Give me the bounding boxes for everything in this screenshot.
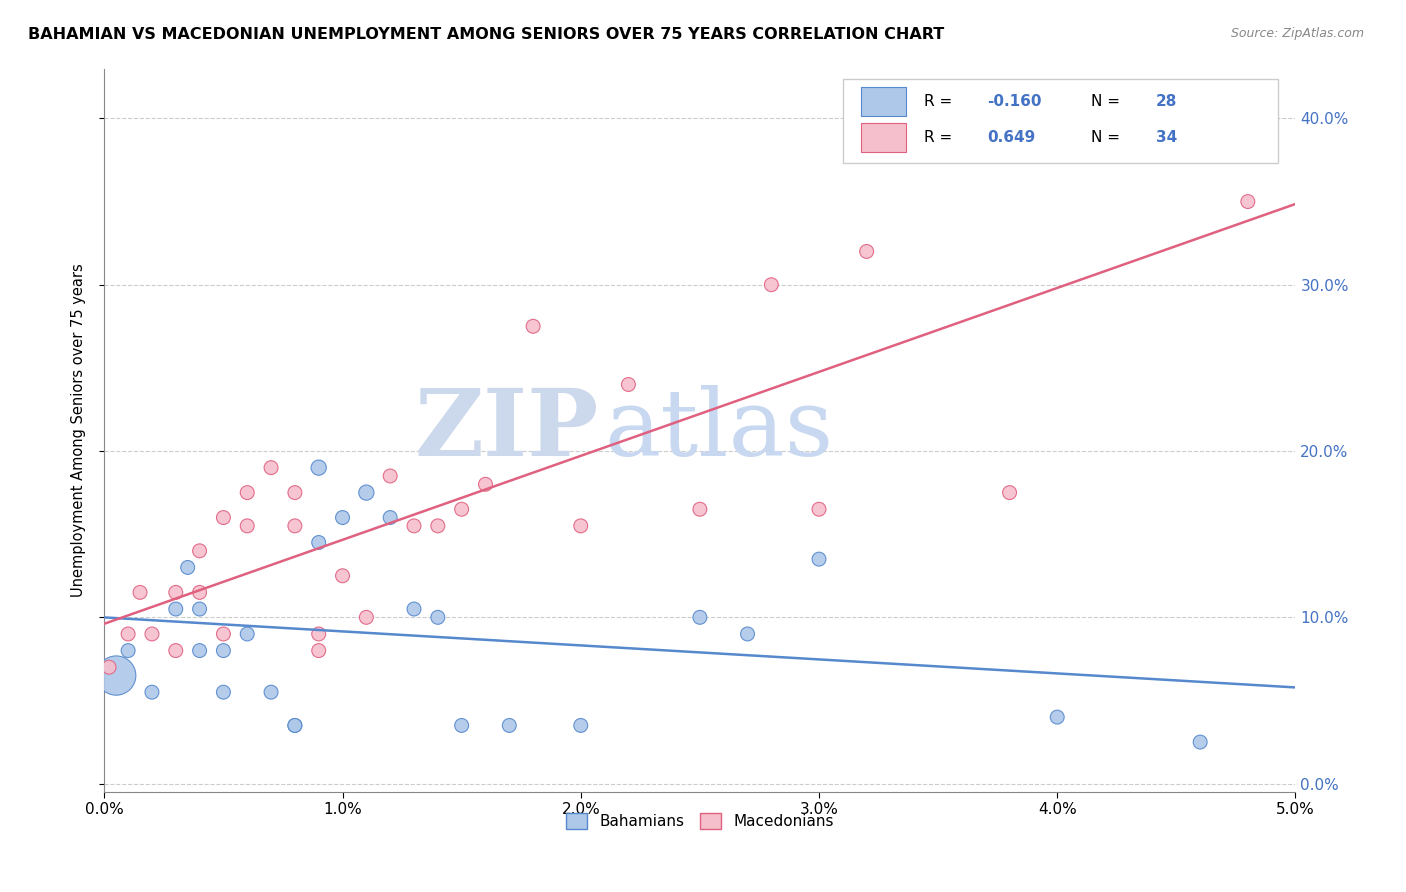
Point [260,685,283,699]
Bar [860,87,905,116]
Point [569,718,592,732]
Point [807,502,830,516]
Point [356,610,378,624]
Point [522,319,544,334]
Point [402,602,425,616]
Text: N =: N = [1091,129,1125,145]
Point [332,510,354,524]
Point [284,485,307,500]
Point [380,510,402,524]
Text: BAHAMIAN VS MACEDONIAN UNEMPLOYMENT AMONG SENIORS OVER 75 YEARS CORRELATION CHAR: BAHAMIAN VS MACEDONIAN UNEMPLOYMENT AMON… [28,27,945,42]
Point [141,627,163,641]
Point [188,544,211,558]
Point [450,502,472,516]
Point [236,519,259,533]
Point [380,469,402,483]
Point [356,485,378,500]
Text: R =: R = [924,129,962,145]
Text: ZIP: ZIP [415,385,599,475]
Text: atlas: atlas [605,385,834,475]
Point [426,610,449,624]
Bar [842,79,1278,162]
Point [98,660,121,674]
Point [188,602,211,616]
Point [308,460,330,475]
Point [807,552,830,566]
Point [165,602,187,616]
Text: Source: ZipAtlas.com: Source: ZipAtlas.com [1230,27,1364,40]
Point [332,568,354,582]
Text: N =: N = [1091,94,1125,109]
Point [450,718,472,732]
Point [188,585,211,599]
Y-axis label: Unemployment Among Seniors over 75 years: Unemployment Among Seniors over 75 years [72,263,86,597]
Point [689,610,711,624]
Point [998,485,1021,500]
Text: 28: 28 [1156,94,1177,109]
Point [117,627,139,641]
Point [308,643,330,657]
Point [761,277,783,292]
Point [176,560,198,574]
Point [141,685,163,699]
Bar [860,123,905,152]
Text: R =: R = [924,94,957,109]
Point [737,627,759,641]
Point [402,519,425,533]
Point [212,643,235,657]
Point [117,643,139,657]
Text: 0.649: 0.649 [987,129,1035,145]
Point [569,519,592,533]
Point [1236,194,1258,209]
Point [105,668,128,682]
Point [308,627,330,641]
Point [617,377,640,392]
Point [212,627,235,641]
Text: -0.160: -0.160 [987,94,1042,109]
Point [165,585,187,599]
Point [284,718,307,732]
Point [1118,145,1140,159]
Point [855,244,877,259]
Point [498,718,520,732]
Point [1189,735,1212,749]
Point [284,718,307,732]
Point [284,519,307,533]
Point [165,643,187,657]
Point [689,502,711,516]
Point [236,627,259,641]
Point [188,643,211,657]
Text: 34: 34 [1156,129,1177,145]
Point [129,585,152,599]
Point [1046,710,1069,724]
Legend: Bahamians, Macedonians: Bahamians, Macedonians [560,806,839,835]
Point [260,460,283,475]
Point [212,510,235,524]
Point [474,477,496,491]
Point [236,485,259,500]
Point [308,535,330,549]
Point [426,519,449,533]
Point [212,685,235,699]
